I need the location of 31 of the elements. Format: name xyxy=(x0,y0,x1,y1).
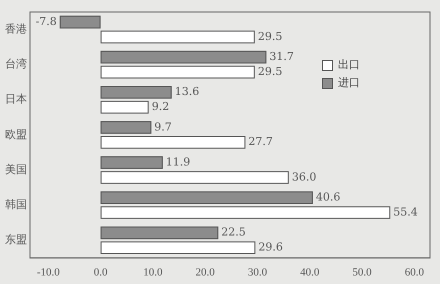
y-tick-label: 香港 xyxy=(5,22,27,36)
y-tick-label: 日本 xyxy=(5,92,27,106)
x-tick-label: 0.0 xyxy=(94,266,108,278)
legend-label: 出口 xyxy=(338,58,360,71)
data-label: 22.5 xyxy=(221,226,246,239)
x-tick-label: 40.0 xyxy=(300,266,320,278)
y-tick-label: 美国 xyxy=(5,162,27,176)
y-tick-label: 台湾 xyxy=(5,58,27,71)
x-tick-label: -10.0 xyxy=(36,266,60,278)
data-label: 9.2 xyxy=(152,100,170,114)
data-label: 29.5 xyxy=(258,30,282,43)
data-label: 27.7 xyxy=(248,135,273,148)
data-label: 55.4 xyxy=(393,205,418,218)
y-tick-label: 欧盟 xyxy=(5,128,27,141)
x-tick-label: 30.0 xyxy=(248,266,268,278)
legend-label: 进口 xyxy=(338,76,360,89)
y-tick-label: 东盟 xyxy=(5,233,27,246)
x-tick-label: 50.0 xyxy=(352,266,372,278)
data-label: 13.6 xyxy=(174,85,200,98)
data-label: 9.7 xyxy=(154,120,172,134)
data-label: -7.8 xyxy=(36,14,57,28)
data-label: 31.7 xyxy=(269,50,294,64)
data-label: 40.6 xyxy=(316,190,340,204)
data-label: 11.9 xyxy=(166,155,190,168)
x-tick-label: 20.0 xyxy=(196,266,216,278)
data-label: 29.6 xyxy=(258,240,283,254)
data-label: 29.5 xyxy=(258,64,282,78)
x-tick-label: 60.0 xyxy=(404,266,424,278)
x-tick-label: 10.0 xyxy=(143,266,163,278)
data-label: 36.0 xyxy=(292,170,316,184)
y-tick-label: 韩国 xyxy=(5,198,27,211)
